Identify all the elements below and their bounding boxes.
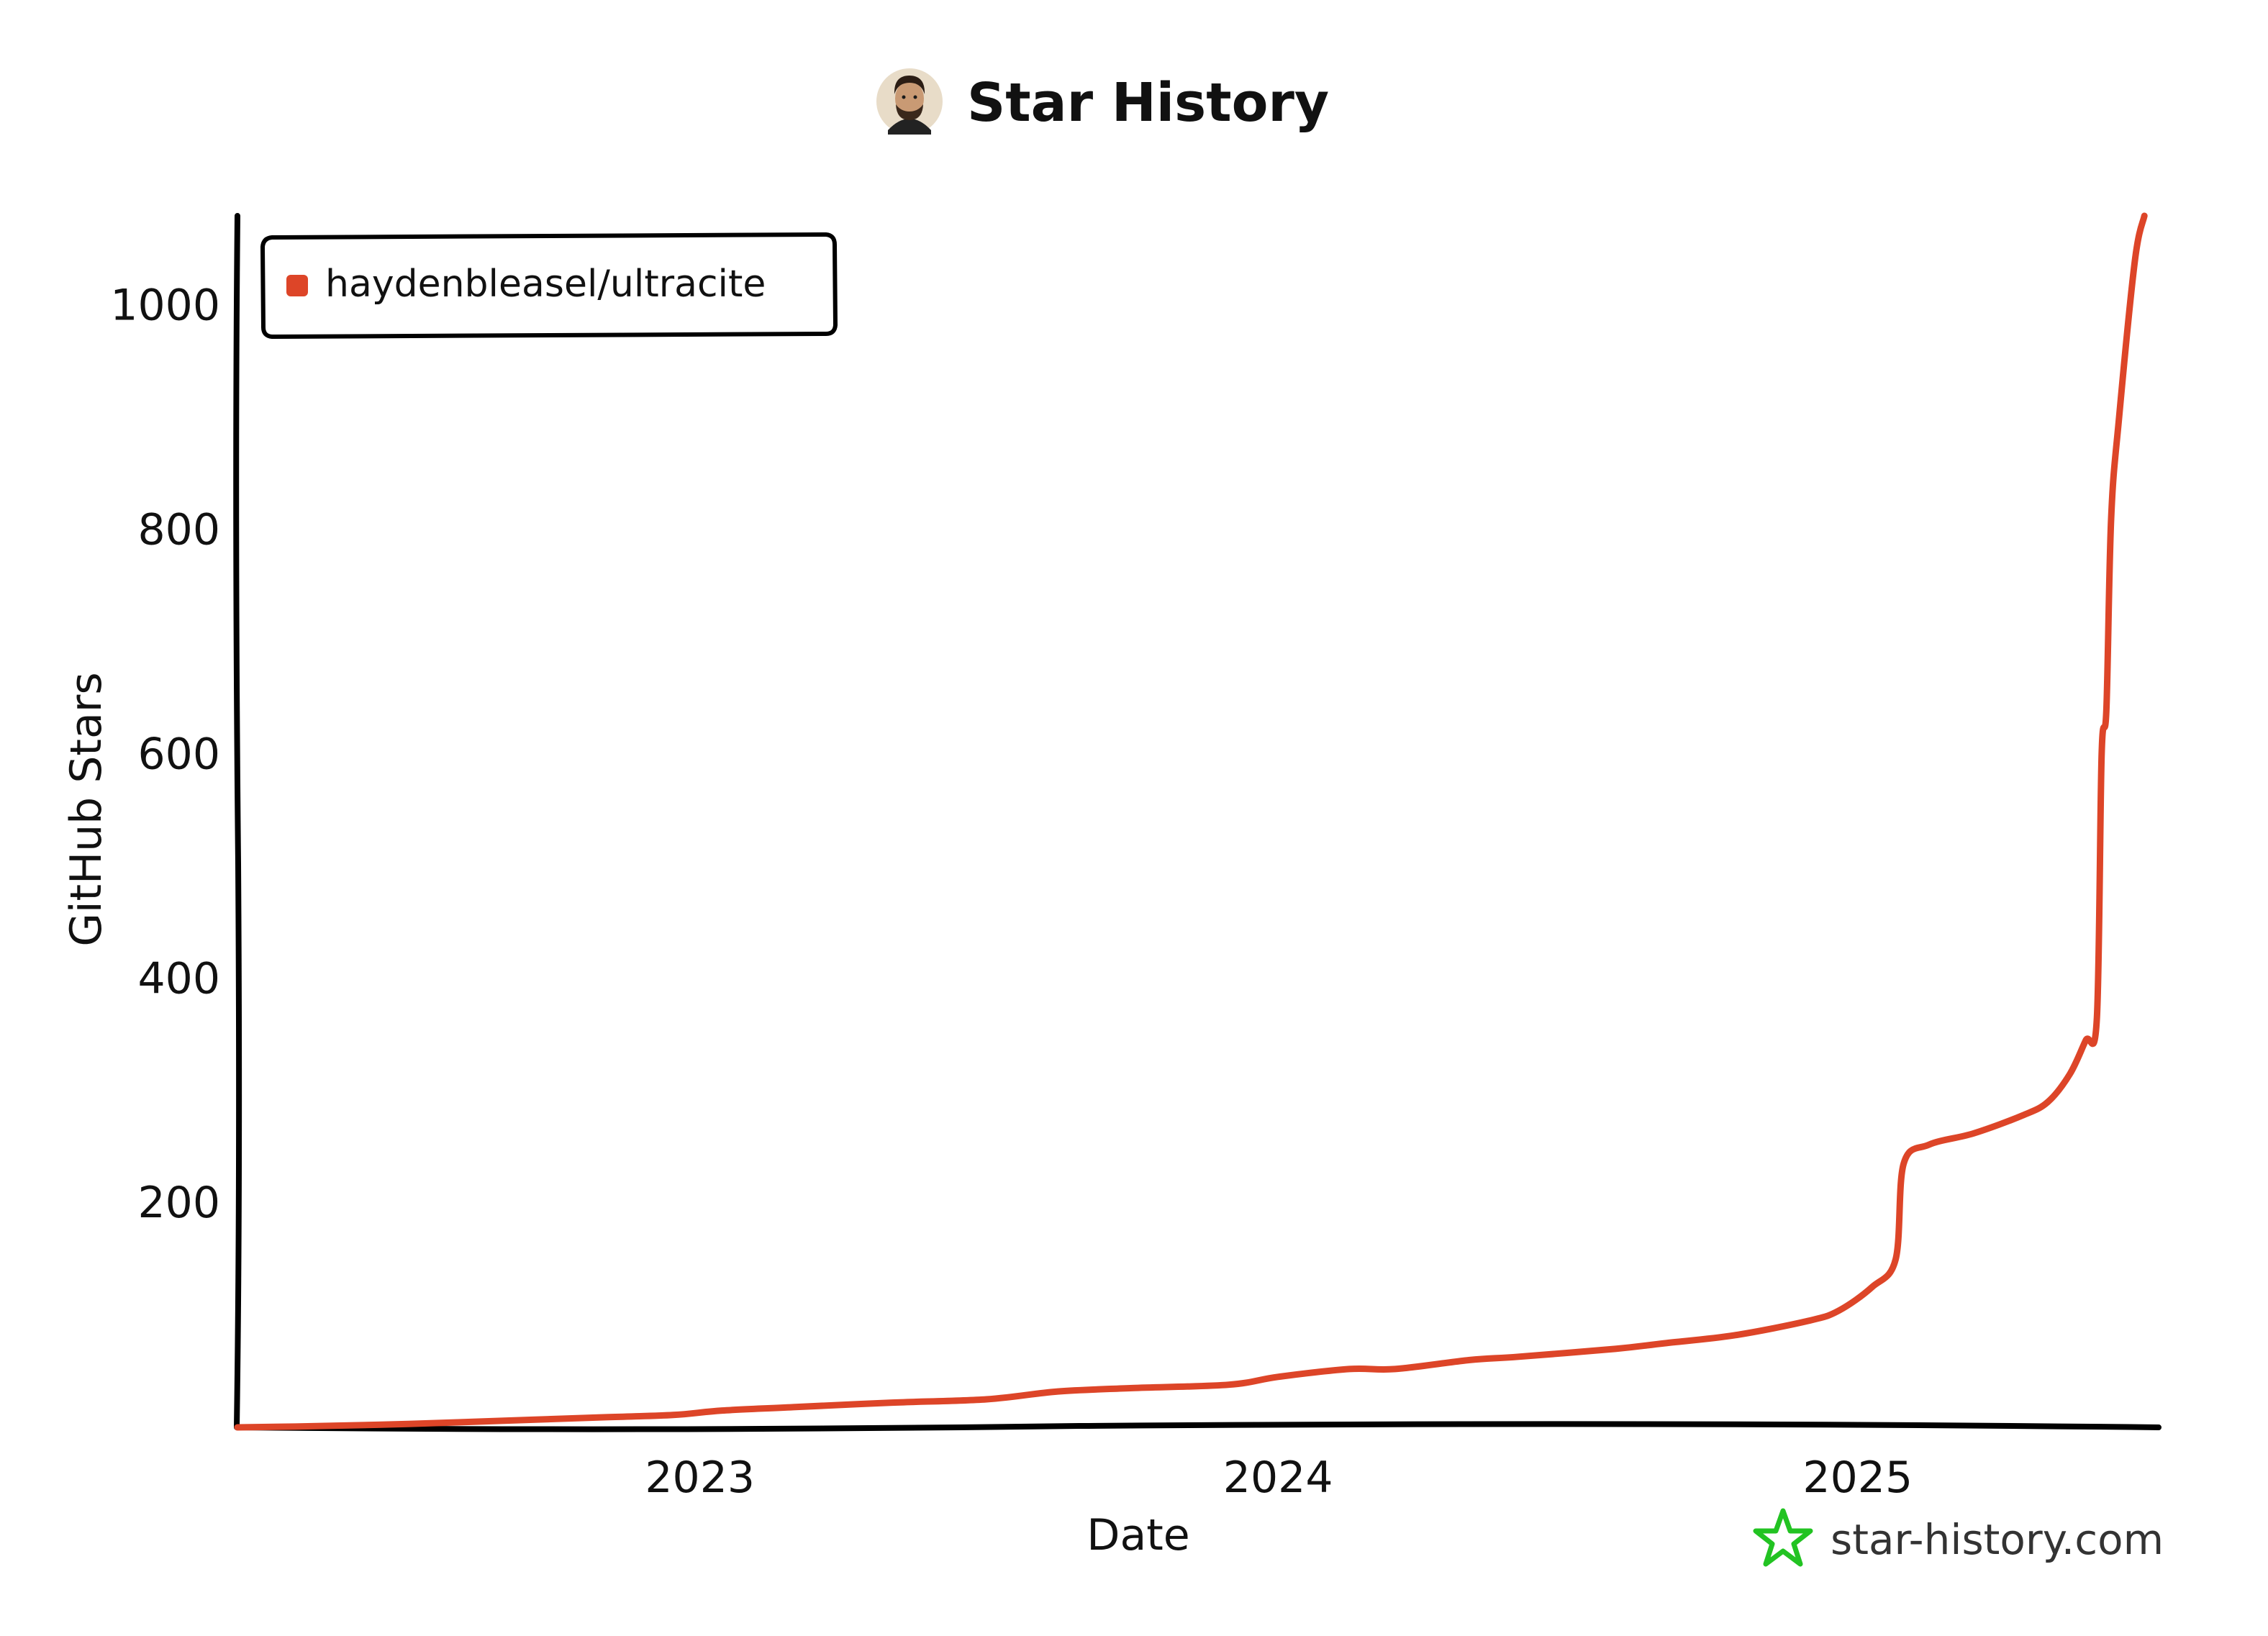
watermark: star-history.com [1753,1508,2164,1567]
star-outline-icon [1753,1508,1813,1567]
x-axis-ticks: 2023 2024 2025 [645,1453,1913,1503]
y-tick-label: 400 [137,953,220,1004]
x-tick-label: 2023 [645,1453,755,1503]
axes [233,213,2162,1432]
y-tick-label: 800 [137,505,220,555]
series-layer [234,212,2148,1431]
y-axis-label: GitHub Stars [61,672,112,946]
avatar-face-icon [876,68,943,135]
y-axis-ticks: 200 400 600 800 1000 [110,281,220,1228]
legend-swatch [286,275,308,296]
y-tick-label: 1000 [110,281,220,331]
y-axis-line [233,213,242,1430]
x-tick-label: 2024 [1223,1453,1333,1503]
chart-header: Star History [876,68,1329,135]
legend-entry: haydenbleasel/ultracite [325,263,766,306]
x-axis-label: Date [1087,1510,1189,1560]
legend: haydenbleasel/ultracite [260,232,838,340]
series-line-0 [234,212,2148,1431]
watermark-text: star-history.com [1831,1515,2164,1564]
legend-box [260,232,838,340]
y-tick-label: 200 [137,1178,220,1228]
y-tick-label: 600 [137,729,220,779]
chart-title: Star History [967,72,1329,134]
x-axis-line [235,1421,2162,1432]
x-tick-label: 2025 [1802,1453,1913,1503]
